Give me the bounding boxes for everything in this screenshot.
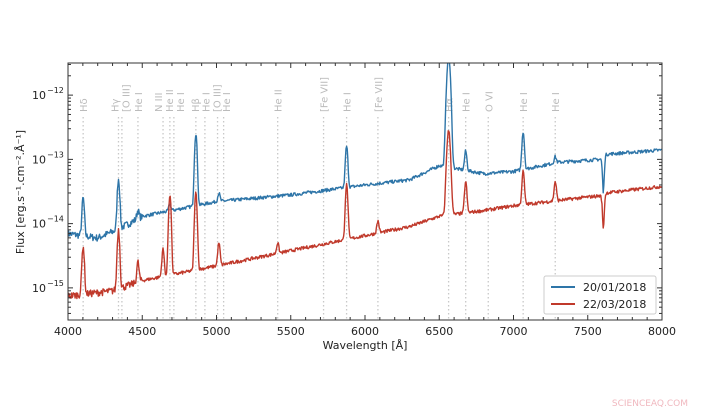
line-marker-label: N III [154, 92, 165, 112]
line-marker-label: He I [462, 92, 473, 112]
series-group [68, 63, 662, 300]
legend: 20/01/2018 22/03/2018 [543, 275, 657, 315]
x-tick-label: 8000 [648, 325, 676, 338]
series-line-1 [68, 63, 662, 242]
line-marker-label: Hβ [191, 98, 202, 112]
x-tick-label: 7000 [500, 325, 528, 338]
line-marker-label: He I [343, 92, 354, 112]
line-marker-label: He I [202, 92, 213, 112]
line-marker-label: Hα [445, 97, 456, 112]
x-tick-label: 4000 [54, 325, 82, 338]
series-line-2 [68, 130, 662, 300]
x-tick-label: 6000 [351, 325, 379, 338]
y-tick-exponent: −12 [47, 86, 64, 95]
y-tick-exponent: −14 [47, 215, 64, 224]
line-marker-label: He I [134, 92, 145, 112]
x-tick-label: 6500 [425, 325, 453, 338]
line-marker-label: He I [176, 92, 187, 112]
y-tick-label: 10 [32, 282, 46, 295]
line-marker-label: He II [165, 89, 176, 112]
watermark: SCIENCEAQ.COM [612, 399, 688, 409]
line-marker-label: Hδ [79, 98, 90, 112]
line-marker-label: [Fe VII] [374, 77, 385, 112]
line-marker-label: He I [222, 92, 233, 112]
y-tick-label: 10 [32, 218, 46, 231]
x-tick-label: 7500 [574, 325, 602, 338]
y-axis-label: Flux [erg.s⁻¹.cm⁻².Å⁻¹] [14, 130, 27, 254]
line-marker-label: Hγ [111, 98, 122, 112]
x-tick-label: 5000 [203, 325, 231, 338]
y-tick-label: 10 [32, 89, 46, 102]
y-tick-exponent: −13 [47, 150, 64, 159]
line-marker-label: He II [274, 89, 285, 112]
line-marker-label: O VI [484, 91, 495, 112]
y-tick-exponent: −15 [47, 279, 64, 288]
line-marker-label: [Fe VII] [320, 77, 331, 112]
legend-label-1: 20/01/2018 [583, 281, 646, 294]
x-tick-label: 5500 [277, 325, 305, 338]
line-marker-label: [O III] [213, 84, 224, 112]
y-tick-label: 10 [32, 153, 46, 166]
line-marker-label: [O III] [122, 84, 133, 112]
legend-label-2: 22/03/2018 [583, 298, 646, 311]
x-axis-label: Wavelength [Å] [323, 339, 408, 352]
x-tick-label: 4500 [128, 325, 156, 338]
line-marker-label: He I [519, 92, 530, 112]
line-marker-label: He I [551, 92, 562, 112]
